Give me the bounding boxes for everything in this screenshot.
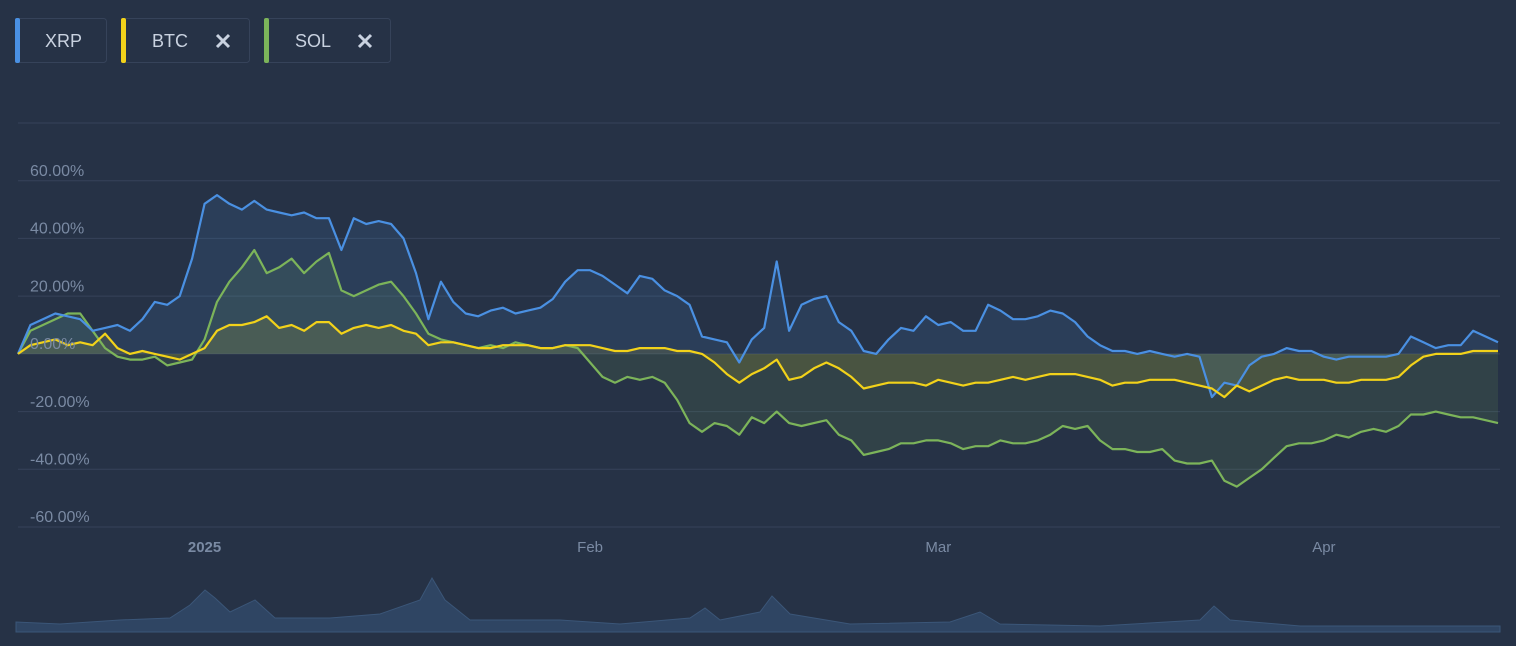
remove-icon[interactable]	[357, 33, 373, 49]
legend-button[interactable]: SOL	[264, 18, 391, 63]
x-tick-label: Apr	[1312, 539, 1335, 556]
remove-icon[interactable]	[215, 33, 231, 49]
x-tick-label: Mar	[925, 539, 951, 556]
legend: XRP BTC SOL	[15, 18, 391, 63]
legend-label[interactable]: SOL	[295, 31, 331, 51]
plot: 2025 Feb Mar Apr 60.00% 40.00% 20.00% 0.00% -20.…	[16, 122, 1500, 556]
series-area	[18, 316, 1498, 398]
legend-swatch	[121, 18, 126, 63]
x-tick-label: Feb	[577, 539, 603, 556]
legend-label[interactable]: XRP	[45, 31, 82, 51]
legend-button[interactable]: XRP	[15, 18, 107, 63]
legend-label[interactable]: BTC	[152, 31, 188, 51]
legend-swatch	[264, 18, 269, 63]
y-tick-label: -60.00%	[30, 509, 90, 526]
series-line	[17, 315, 1498, 399]
navigator-area	[15, 576, 1501, 633]
y-tick-label: -40.00%	[30, 452, 90, 469]
x-tick-label: 2025	[188, 539, 221, 556]
legend-button[interactable]: BTC	[121, 18, 250, 63]
series-line	[17, 248, 1499, 488]
series-area	[18, 250, 1498, 487]
y-tick-label: 40.00%	[30, 221, 84, 238]
series-line	[16, 194, 1499, 399]
y-tick-label: 0.00%	[30, 336, 75, 353]
y-tick-label: -20.00%	[30, 394, 90, 411]
legend-swatch	[15, 18, 20, 63]
y-tick-label: 20.00%	[30, 278, 84, 295]
navigator	[15, 576, 1501, 633]
y-tick-label: 60.00%	[30, 163, 84, 180]
series-area	[18, 195, 1498, 398]
